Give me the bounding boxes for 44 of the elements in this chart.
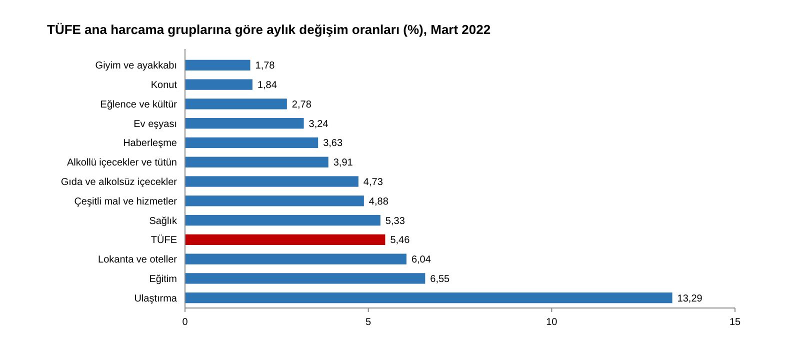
bar <box>185 156 328 168</box>
data-label: 6,04 <box>411 254 432 266</box>
y-tick-label: Ev eşyası <box>134 118 177 130</box>
bar <box>185 79 252 90</box>
y-tick-label: Konut <box>150 80 178 92</box>
y-tick-label: Giyim ve ayakkabı <box>95 60 177 72</box>
data-label: 5,33 <box>385 216 406 227</box>
bar <box>185 273 426 284</box>
bar <box>185 137 318 148</box>
data-label: 6,55 <box>430 274 450 285</box>
y-tick-label: Çeşitli mal ve hizmetler <box>74 196 178 208</box>
bar <box>185 196 364 206</box>
x-tick-label: 0 <box>182 317 188 328</box>
bar <box>185 254 406 264</box>
x-tick-label: 5 <box>366 317 372 328</box>
x-tick-label: 15 <box>729 317 741 328</box>
y-tick-label: Gıda ve alkolsüz içecekler <box>60 177 178 188</box>
y-tick-label: Eğitim <box>149 274 177 285</box>
x-tick-label: 10 <box>546 317 558 328</box>
bar <box>185 292 672 304</box>
bar <box>185 98 287 110</box>
data-label: 3,24 <box>308 118 329 130</box>
y-tick-label: TÜFE <box>150 234 178 246</box>
data-label: 4,88 <box>368 196 389 208</box>
data-label: 4,73 <box>363 177 384 188</box>
data-label: 1,78 <box>255 60 276 72</box>
data-label: 13,29 <box>677 293 703 304</box>
y-tick-label: Ulaştırma <box>134 293 178 304</box>
bar <box>185 60 250 71</box>
y-tick-label: Haberleşme <box>123 138 178 150</box>
bar <box>185 118 304 129</box>
data-label: 5,46 <box>390 235 410 246</box>
bar <box>185 234 386 245</box>
bar <box>185 214 380 226</box>
chart-title: TÜFE ana harcama gruplarına göre aylık değişim oranları (%), Mart 2022 <box>47 22 491 37</box>
y-tick-label: Eğlence ve kültür <box>100 99 178 110</box>
bar <box>185 176 358 187</box>
data-label: 2,78 <box>292 99 312 110</box>
y-tick-label: Lokanta ve oteller <box>98 254 178 266</box>
y-tick-label: Sağlık <box>149 216 178 227</box>
data-label: 1,84 <box>257 80 278 92</box>
y-tick-label: Alkollü içecekler ve tütün <box>66 158 177 169</box>
data-label: 3,91 <box>333 158 354 169</box>
data-label: 3,63 <box>323 138 343 150</box>
